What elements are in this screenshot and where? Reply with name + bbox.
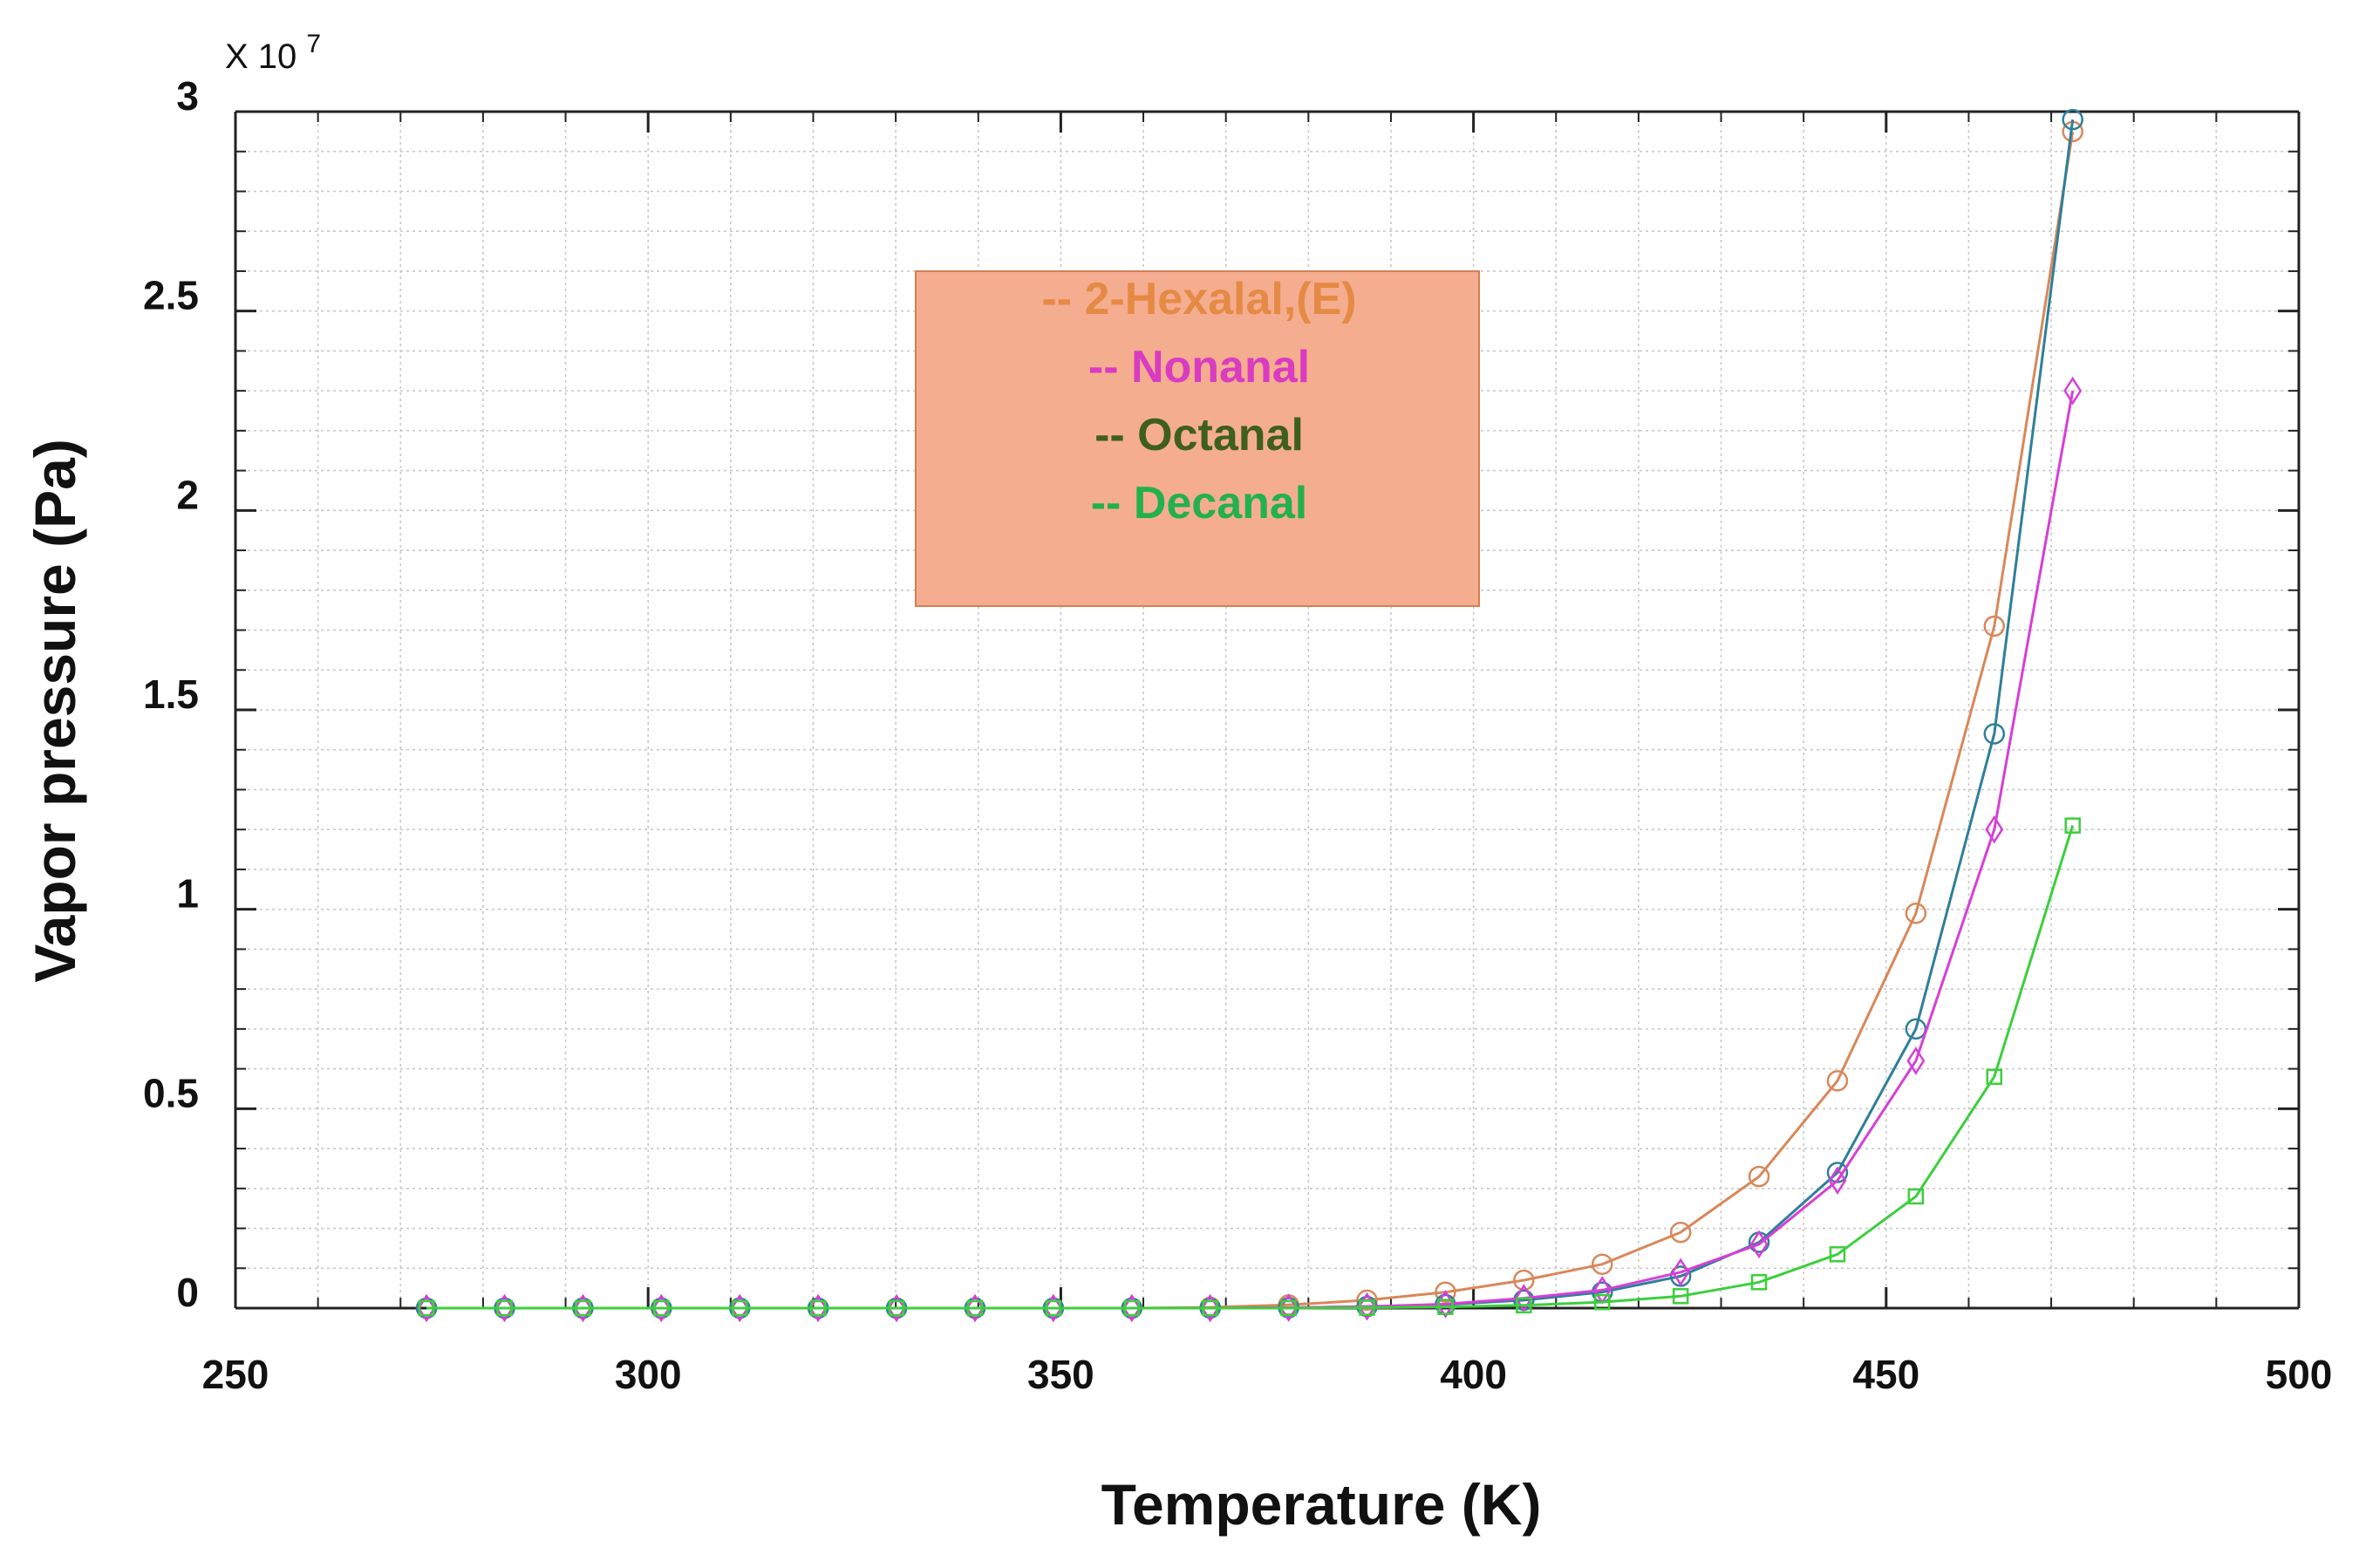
data-point	[575, 1299, 591, 1317]
data-point	[1122, 1293, 1142, 1323]
legend-box	[915, 270, 1480, 607]
y-axis-multiplier-exponent: 7	[306, 30, 321, 58]
x-tick-label: 450	[1852, 1352, 1919, 1397]
data-point	[1669, 1221, 1692, 1244]
y-tick-label: 2	[176, 472, 199, 517]
data-point	[418, 1299, 435, 1317]
data-point	[653, 1299, 670, 1317]
data-point	[1437, 1299, 1454, 1315]
series-group	[415, 108, 2083, 1323]
data-point	[1593, 1293, 1611, 1311]
data-point	[1671, 1258, 1690, 1287]
data-point	[1514, 1284, 1533, 1312]
data-point	[888, 1299, 905, 1317]
data-point	[1905, 902, 1927, 924]
data-point	[1435, 1281, 1456, 1303]
data-point	[966, 1299, 984, 1317]
data-point	[1045, 1299, 1062, 1317]
data-point	[1044, 1293, 1063, 1323]
data-point	[1201, 1293, 1220, 1323]
series-decanal	[418, 817, 2081, 1317]
data-point	[1358, 1292, 1377, 1321]
x-tick-label: 300	[615, 1352, 682, 1397]
legend-entry-decanal: -- Decanal	[1091, 478, 1308, 528]
legend-entry-nonanal: -- Nonanal	[1088, 342, 1310, 392]
data-point	[651, 1293, 671, 1323]
data-point	[1748, 1165, 1770, 1188]
data-point	[808, 1293, 828, 1323]
y-axis-multiplier: X 10 7	[225, 30, 321, 76]
data-point	[1356, 1289, 1378, 1312]
data-point	[1983, 723, 2006, 745]
data-point	[1986, 1068, 2003, 1085]
axes: 250 300 350 400 450 500 0 0.5 1 1.5 2 2.5 3	[143, 73, 2332, 1397]
legend-entry-octanal: -- Octanal	[1094, 410, 1304, 460]
data-point	[1359, 1299, 1375, 1316]
data-point	[732, 1299, 748, 1317]
data-point	[2064, 817, 2081, 834]
data-point	[1906, 1046, 1926, 1075]
y-axis-multiplier-base: X 10	[225, 37, 297, 76]
data-point	[1123, 1299, 1141, 1317]
y-tick-label: 0.5	[143, 1070, 199, 1115]
data-point	[1749, 1230, 1769, 1259]
data-point	[1828, 1166, 1847, 1195]
data-point	[495, 1293, 515, 1323]
data-point	[1907, 1188, 1925, 1205]
y-tick-label: 2.5	[143, 273, 199, 318]
series-line	[426, 825, 2075, 1310]
data-point	[1826, 1070, 1849, 1092]
data-point	[730, 1293, 749, 1323]
x-tick-label: 350	[1027, 1352, 1094, 1397]
data-point	[965, 1293, 985, 1323]
data-point	[1829, 1246, 1846, 1263]
data-point	[1983, 615, 2006, 637]
data-point	[1516, 1297, 1532, 1314]
x-axis-title: Temperature (K)	[1101, 1472, 1542, 1537]
data-point	[887, 1293, 906, 1323]
data-point	[496, 1299, 513, 1317]
data-point	[2063, 376, 2083, 406]
y-tick-label: 1.5	[143, 672, 199, 717]
x-tick-label: 500	[2266, 1352, 2333, 1397]
y-tick-label: 0	[176, 1270, 199, 1315]
legend: -- 2-Hexalal,(E) -- Nonanal -- Octanal -…	[915, 270, 1480, 607]
data-point	[573, 1293, 592, 1323]
legend-entry-hexalal: -- 2-Hexalal,(E)	[1041, 274, 1356, 324]
data-point	[1591, 1253, 1613, 1275]
data-point	[809, 1299, 827, 1317]
data-point	[2062, 108, 2083, 131]
data-point	[1280, 1299, 1297, 1317]
data-point	[1202, 1299, 1218, 1317]
y-axis-title: Vapor pressure (Pa)	[23, 439, 87, 983]
data-point	[417, 1293, 436, 1323]
y-tick-label: 3	[176, 73, 199, 119]
data-point	[1985, 815, 2004, 844]
data-point	[1672, 1288, 1689, 1305]
x-tick-label: 250	[202, 1352, 269, 1397]
y-tick-label: 1	[176, 871, 199, 917]
data-point	[1750, 1274, 1768, 1291]
x-tick-label: 400	[1440, 1352, 1507, 1397]
data-point	[1279, 1293, 1299, 1322]
